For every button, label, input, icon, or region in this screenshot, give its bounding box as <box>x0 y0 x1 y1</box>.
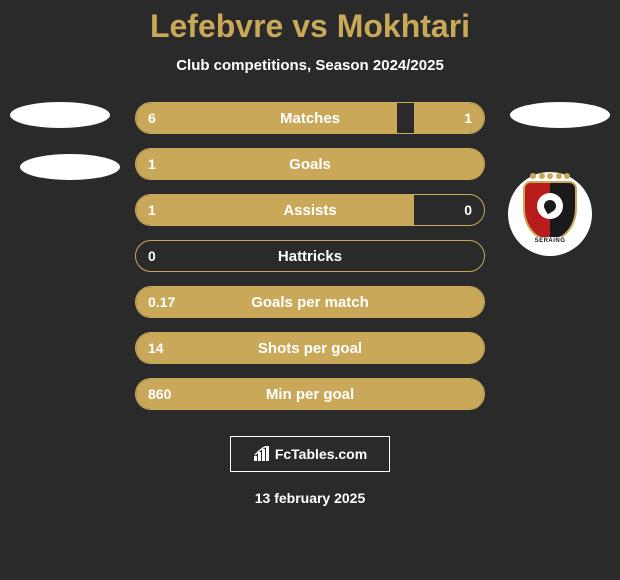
stat-fill-right <box>414 103 484 133</box>
player-right-oval-1 <box>510 102 610 128</box>
stat-value-left: 1 <box>148 202 156 218</box>
comparison-bars: 61Matches1Goals10Assists0Hattricks0.17Go… <box>135 102 485 410</box>
stat-value-left: 0 <box>148 248 156 264</box>
stat-row: 10Assists <box>135 194 485 226</box>
player-left-oval-2 <box>20 154 120 180</box>
player-left-oval-1 <box>10 102 110 128</box>
stat-fill-left <box>136 287 484 317</box>
brand-badge: FcTables.com <box>230 436 390 472</box>
stat-fill-left <box>136 333 484 363</box>
club-crest: SERAING <box>520 181 580 247</box>
stat-row: 1Goals <box>135 148 485 180</box>
page-title: Lefebvre vs Mokhtari <box>150 8 470 45</box>
stat-value-left: 14 <box>148 340 164 356</box>
stat-value-left: 0.17 <box>148 294 175 310</box>
stat-fill-left <box>136 379 484 409</box>
stat-value-right: 1 <box>464 110 472 126</box>
brand-text: FcTables.com <box>275 446 367 462</box>
infographic-root: Lefebvre vs Mokhtari Club competitions, … <box>0 0 620 580</box>
stat-row: 61Matches <box>135 102 485 134</box>
footer-date: 13 february 2025 <box>255 490 366 506</box>
stat-row: 860Min per goal <box>135 378 485 410</box>
club-badge-right: SERAING <box>508 172 592 256</box>
stat-value-left: 860 <box>148 386 171 402</box>
stat-row: 0Hattricks <box>135 240 485 272</box>
crest-banner-text: SERAING <box>530 237 571 245</box>
stat-value-left: 1 <box>148 156 156 172</box>
crest-lion-icon <box>537 193 563 219</box>
stats-area: SERAING 61Matches1Goals10Assists0Hattric… <box>0 102 620 410</box>
stat-value-left: 6 <box>148 110 156 126</box>
stat-value-right: 0 <box>464 202 472 218</box>
stat-row: 0.17Goals per match <box>135 286 485 318</box>
stat-fill-left <box>136 149 484 179</box>
stat-label: Hattricks <box>136 248 484 265</box>
chart-icon <box>253 446 271 462</box>
stat-fill-left <box>136 103 397 133</box>
stat-row: 14Shots per goal <box>135 332 485 364</box>
page-subtitle: Club competitions, Season 2024/2025 <box>176 57 444 74</box>
stat-fill-left <box>136 195 414 225</box>
